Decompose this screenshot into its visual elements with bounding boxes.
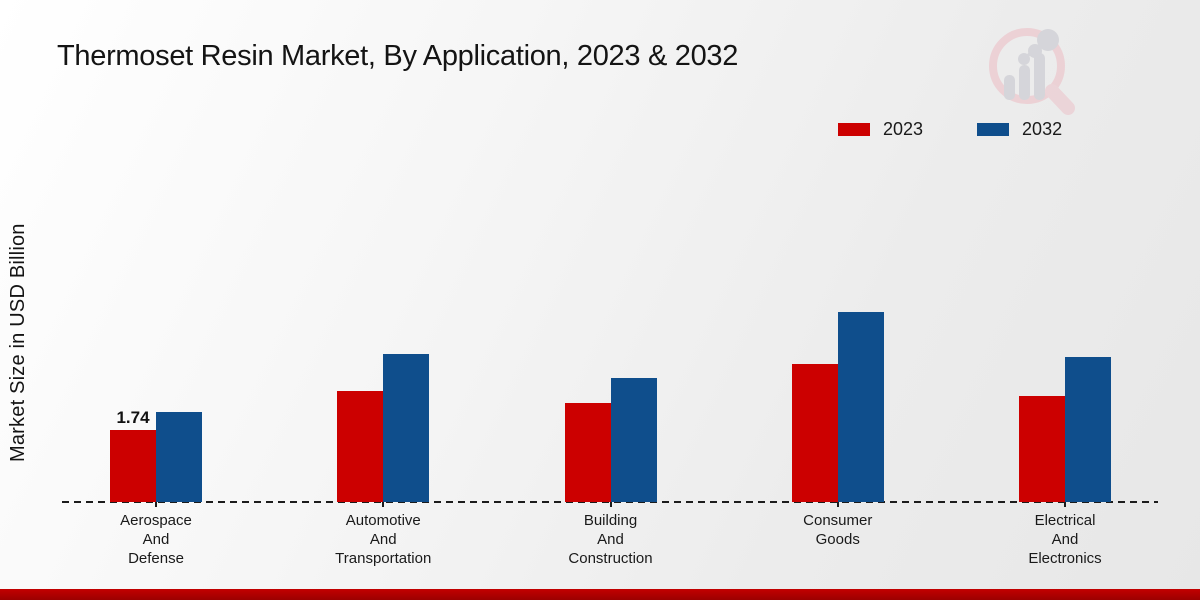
bar-value-label: 1.74 xyxy=(116,407,150,427)
bar-2032-4 xyxy=(1065,357,1111,502)
bar-2032-1 xyxy=(383,353,430,502)
x-axis-tick xyxy=(1064,502,1066,507)
market-research-logo-icon xyxy=(989,28,1075,115)
x-axis-tick xyxy=(836,502,839,507)
legend-label-2032: 2032 xyxy=(1022,119,1063,139)
bar-2023-0 xyxy=(110,429,156,502)
x-axis-tick xyxy=(382,502,385,507)
legend-item-2032: 2032 xyxy=(977,119,1062,140)
footer-strip xyxy=(0,589,1200,600)
x-axis-tick xyxy=(609,502,612,507)
x-axis-tick xyxy=(155,502,157,507)
legend-label-2023: 2023 xyxy=(883,119,924,139)
bar-2032-2 xyxy=(610,377,657,502)
legend-item-2023: 2023 xyxy=(838,119,923,140)
legend: 2023 2032 xyxy=(838,119,1062,140)
x-tick-label: Aerospace And Defense xyxy=(120,512,192,567)
bar-2032-0 xyxy=(156,412,202,502)
legend-swatch-2023 xyxy=(838,123,870,136)
chart-title: Thermoset Resin Market, By Application, … xyxy=(57,40,739,72)
bar-2023-1 xyxy=(337,391,384,502)
bar-2032-3 xyxy=(837,311,884,502)
x-tick-label: Automotive And Transportation xyxy=(335,512,432,567)
x-tick-label: Consumer Goods xyxy=(803,512,873,548)
x-tick-label: Electrical And Electronics xyxy=(1028,512,1102,567)
bar-2023-3 xyxy=(791,364,838,502)
legend-swatch-2032 xyxy=(977,123,1010,136)
x-tick-label: Building And Construction xyxy=(568,512,653,567)
bar-2023-4 xyxy=(1019,396,1065,502)
bar-2023-2 xyxy=(564,403,611,502)
